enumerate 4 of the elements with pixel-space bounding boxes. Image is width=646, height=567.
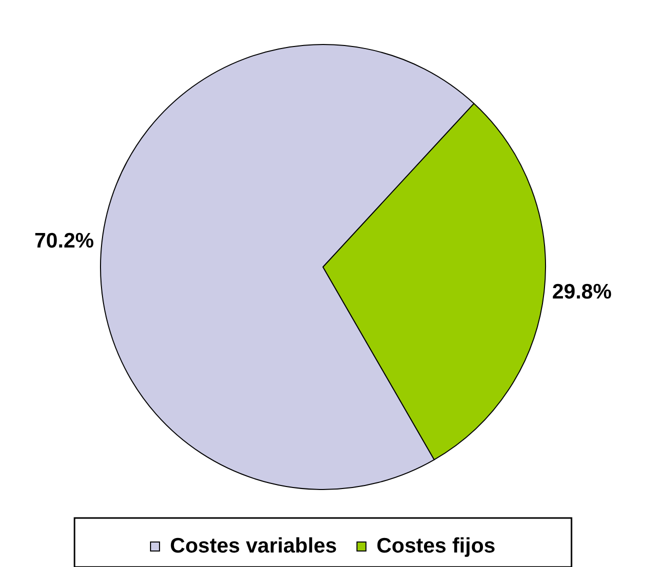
legend-label: Costes fijos (376, 534, 496, 558)
data-label: 29.8% (552, 280, 612, 304)
legend-label: Costes variables (170, 534, 337, 558)
data-label: 70.2% (34, 229, 94, 252)
